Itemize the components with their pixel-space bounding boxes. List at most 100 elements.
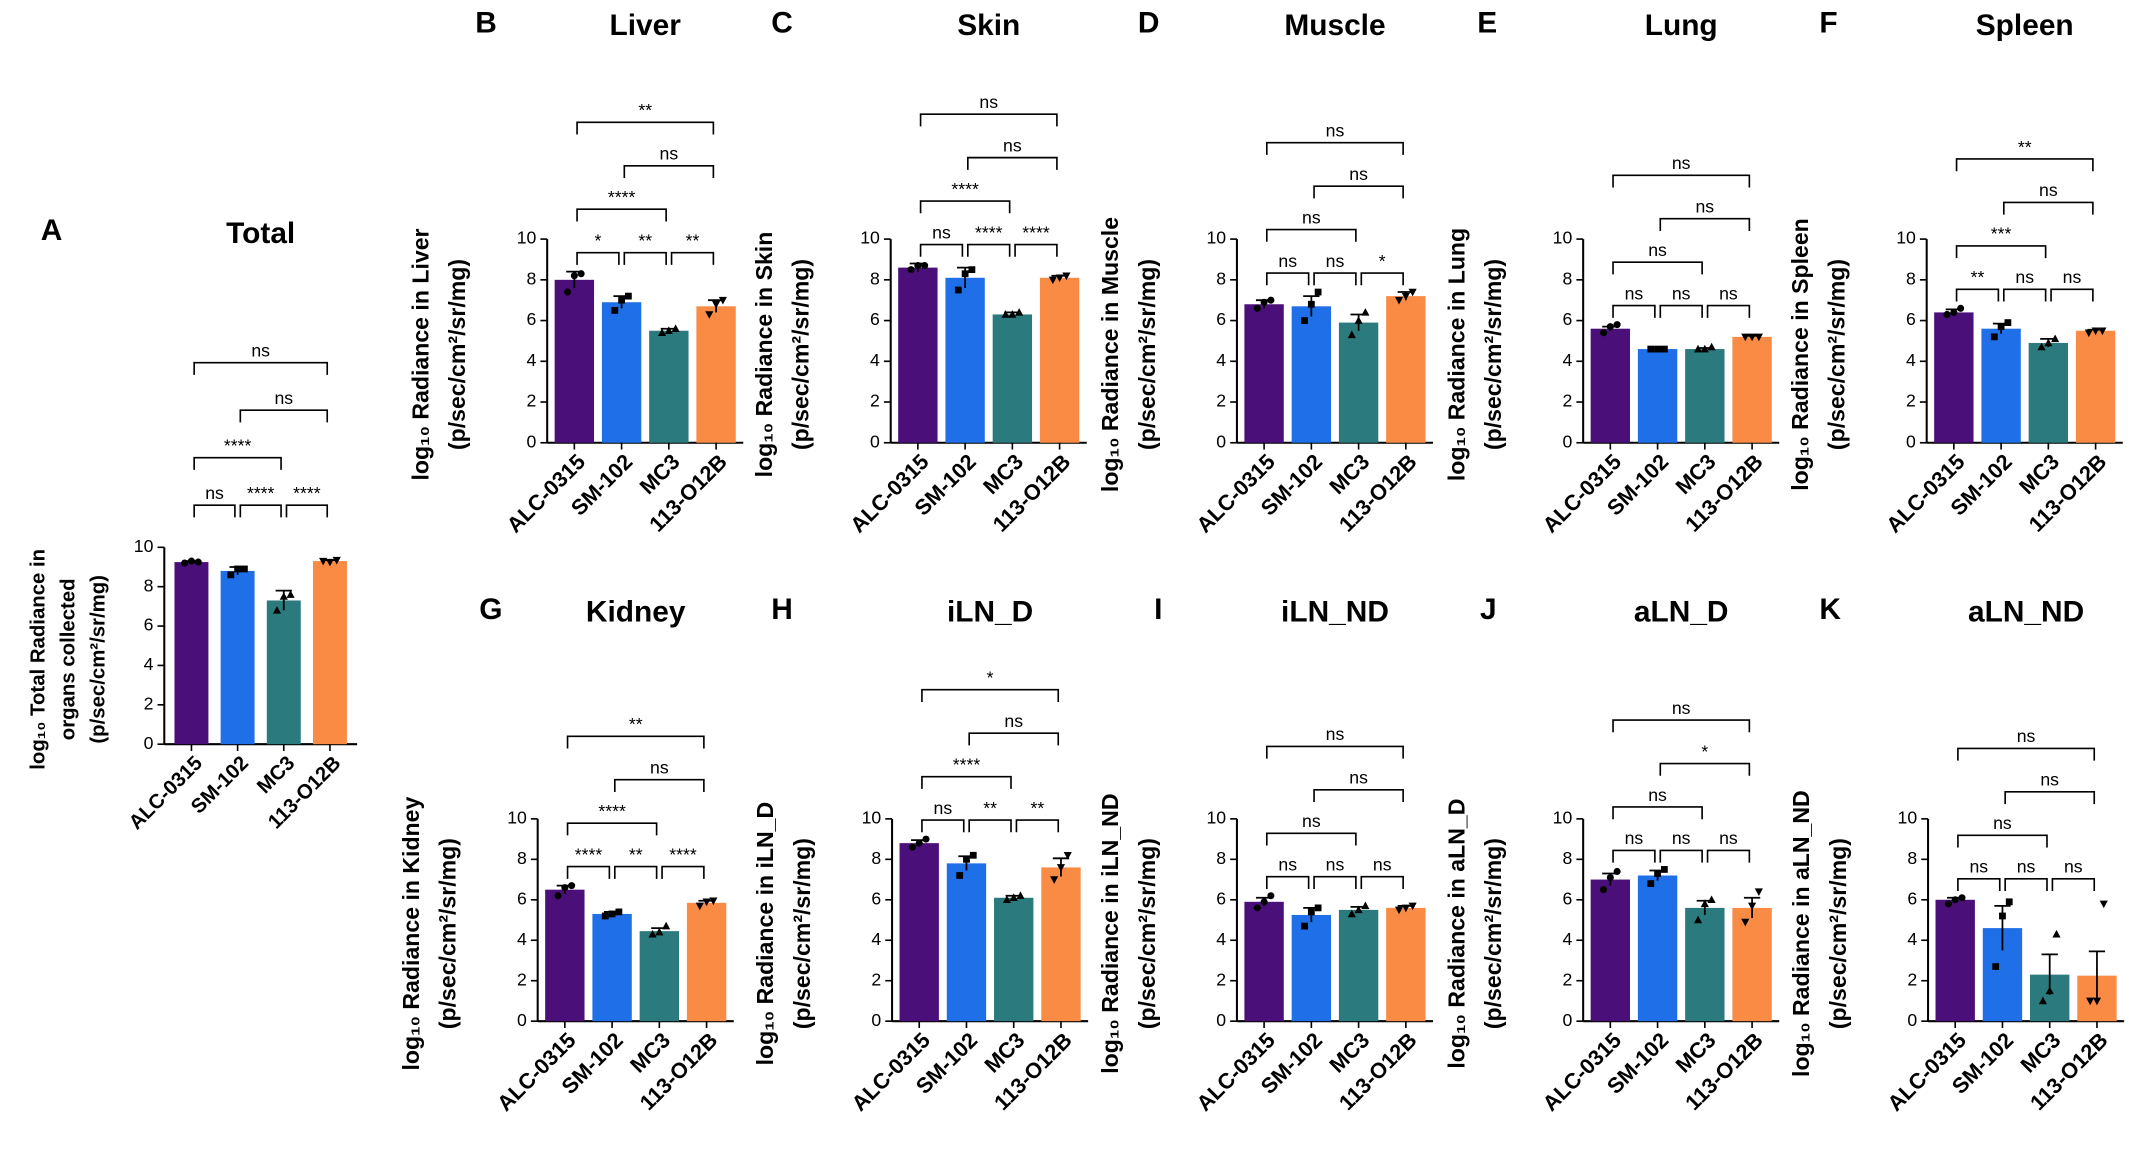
data-point xyxy=(2038,996,2047,1005)
y-tick-label: 0 xyxy=(870,431,880,451)
panel-title: Liver xyxy=(610,9,682,42)
data-point xyxy=(702,898,711,907)
data-point xyxy=(655,927,664,936)
bar xyxy=(1386,296,1426,443)
y-axis-label: log₁₀ Radiance in iLN_ND xyxy=(1097,793,1123,1073)
data-point xyxy=(570,272,578,280)
data-point xyxy=(908,843,916,851)
significance-bracket xyxy=(1706,849,1751,863)
data-point xyxy=(1361,901,1370,910)
y-tick-label: 8 xyxy=(527,268,537,288)
y-tick-label: 6 xyxy=(1906,309,1916,329)
data-point xyxy=(1016,891,1025,900)
y-axis-label: (p/sec/cm²/sr/mg) xyxy=(1134,259,1160,450)
data-point xyxy=(1707,895,1716,904)
panel-title: Muscle xyxy=(1284,9,1385,42)
significance-bracket xyxy=(566,822,658,836)
data-point xyxy=(1394,906,1404,915)
y-tick-label: 2 xyxy=(527,391,537,411)
y-tick-label: 6 xyxy=(1562,888,1572,908)
data-point xyxy=(2052,929,2061,938)
significance-bracket xyxy=(661,865,705,879)
bar xyxy=(1637,349,1678,443)
bar xyxy=(1934,312,1974,443)
data-point xyxy=(954,286,962,294)
data-point xyxy=(234,565,242,573)
significance-bracket xyxy=(1612,304,1656,318)
data-point xyxy=(1063,852,1072,860)
significance-label: ns xyxy=(1349,768,1368,788)
panel-letter: F xyxy=(1819,6,1837,39)
data-point xyxy=(1741,333,1750,342)
data-point xyxy=(914,262,922,270)
data-point xyxy=(615,908,623,916)
data-point xyxy=(1754,888,1763,897)
y-tick-label: 0 xyxy=(517,1010,527,1030)
data-point xyxy=(1267,296,1275,304)
data-point xyxy=(1301,922,1308,930)
y-tick-label: 0 xyxy=(1906,431,1916,451)
y-axis-label: organs collected xyxy=(58,578,80,740)
data-point xyxy=(709,897,718,906)
significance-bracket xyxy=(2002,201,2094,215)
data-point xyxy=(1314,288,1322,296)
data-point xyxy=(2099,900,2108,909)
data-point xyxy=(968,266,976,274)
data-point xyxy=(662,921,671,930)
significance-label: **** xyxy=(293,483,321,503)
data-point xyxy=(1997,323,2005,331)
significance-label: ns xyxy=(1326,724,1345,744)
significance-label: ** xyxy=(1971,267,1985,287)
significance-bracket xyxy=(239,504,282,518)
bar xyxy=(1685,907,1725,1022)
significance-bracket xyxy=(1265,745,1404,759)
significance-bracket xyxy=(2002,288,2047,302)
significance-bracket xyxy=(613,778,705,792)
panel-title: iLN_D xyxy=(947,596,1033,629)
bar xyxy=(1291,306,1332,443)
y-tick-label: 10 xyxy=(1896,228,1916,248)
y-tick-label: 8 xyxy=(870,268,880,288)
significance-bracket xyxy=(623,164,715,178)
significance-bracket xyxy=(576,251,620,265)
bar xyxy=(639,931,680,1022)
significance-label: ns xyxy=(1672,828,1691,848)
y-tick-label: 8 xyxy=(1562,268,1572,288)
data-point xyxy=(1647,345,1655,353)
data-point xyxy=(564,288,572,296)
y-tick-label: 10 xyxy=(1553,808,1573,828)
y-tick-label: 10 xyxy=(1898,808,1918,828)
significance-label: **** xyxy=(1022,222,1050,242)
y-tick-label: 6 xyxy=(1216,888,1226,908)
data-point xyxy=(1408,288,1417,297)
y-axis-label: (p/sec/cm²/sr/mg) xyxy=(87,575,109,744)
y-tick-label: 6 xyxy=(527,309,537,329)
data-point xyxy=(1992,963,2000,970)
significance-bracket xyxy=(1955,245,2047,259)
y-tick-label: 2 xyxy=(1562,391,1572,411)
significance-label: ** xyxy=(1030,798,1044,818)
data-point xyxy=(1055,274,1064,283)
bar xyxy=(898,267,938,443)
y-axis-label: (p/sec/cm²/sr/mg) xyxy=(1824,259,1850,450)
significance-label: ns xyxy=(1326,120,1345,140)
significance-label: ns xyxy=(1648,240,1667,260)
data-point xyxy=(332,556,341,565)
significance-bracket xyxy=(1957,877,2001,891)
significance-label: ns xyxy=(1672,698,1691,718)
significance-bracket xyxy=(921,819,965,833)
y-tick-label: 10 xyxy=(134,536,154,556)
y-tick-label: 6 xyxy=(517,888,527,908)
significance-label: ns xyxy=(1672,283,1691,303)
bar xyxy=(1338,909,1379,1022)
data-point xyxy=(1048,276,1057,285)
data-point xyxy=(1957,304,1965,312)
y-tick-label: 10 xyxy=(1206,228,1226,248)
significance-bracket xyxy=(670,251,715,265)
y-tick-label: 8 xyxy=(1216,848,1226,868)
data-point xyxy=(2092,997,2102,1006)
significance-bracket xyxy=(2004,791,2096,805)
significance-label: ns xyxy=(979,92,998,112)
y-axis-label: log₁₀ Radiance in iLN_D xyxy=(752,802,778,1066)
y-tick-label: 2 xyxy=(517,969,527,989)
